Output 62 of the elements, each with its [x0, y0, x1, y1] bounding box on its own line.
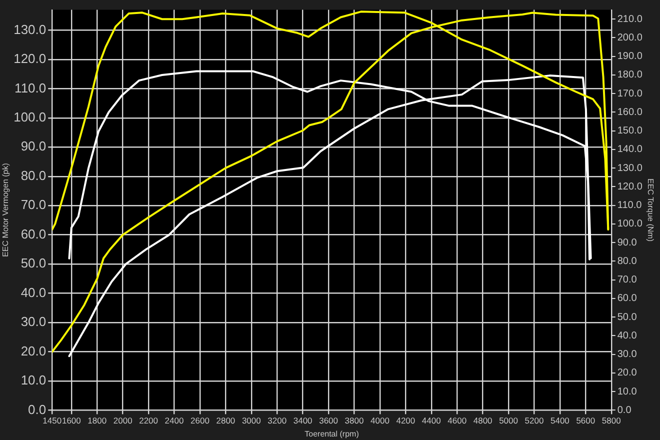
y-tick-label: 90.0 — [20, 138, 46, 154]
x-tick-label: 3200 — [268, 416, 287, 426]
x-tick-label: 5200 — [524, 416, 544, 426]
y-tick-label: 0.0 — [28, 402, 46, 417]
x-tick-label: 1450 — [42, 416, 62, 426]
y-tick-label: 70.0 — [20, 197, 46, 212]
y2-tick-label: 50.0 — [617, 312, 638, 323]
y2-tick-label: 210.0 — [617, 14, 643, 25]
y2-tick-label: 40.0 — [617, 330, 638, 342]
x-tick-label: 3000 — [242, 416, 262, 426]
x-tick-label: 2000 — [113, 416, 133, 426]
y-tick-label: 120.0 — [14, 51, 46, 66]
x-tick-label: 5400 — [550, 416, 570, 426]
y-tick-label: 40.0 — [20, 284, 46, 300]
y-tick-label: 20.0 — [20, 343, 46, 358]
y-axis-title: EEC Motor Vermogen (pk) — [1, 162, 10, 257]
y2-tick-label: 30.0 — [617, 349, 638, 360]
y-tick-label: 30.0 — [20, 314, 46, 330]
y-tick-label: 100.0 — [14, 110, 46, 125]
y2-tick-label: 0.0 — [617, 404, 632, 416]
y2-tick-label: 20.0 — [617, 368, 638, 379]
y2-axis-title: EEC Torque (Nm) — [646, 178, 655, 242]
y2-tick-label: 110.0 — [617, 200, 642, 212]
x-tick-label: 5000 — [499, 416, 518, 426]
y2-tick-label: 60.0 — [617, 293, 638, 304]
y2-tick-label: 200.0 — [617, 32, 643, 44]
y2-tick-label: 190.0 — [617, 51, 643, 62]
x-tick-label: 1600 — [62, 416, 82, 426]
y2-tick-label: 70.0 — [617, 274, 638, 286]
x-tick-label: 4400 — [422, 416, 442, 426]
x-tick-label: 2600 — [190, 416, 210, 426]
y2-tick-label: 140.0 — [617, 144, 643, 156]
x-tick-label: 4600 — [448, 416, 467, 426]
x-tick-label: 1800 — [88, 416, 107, 426]
y2-tick-label: 160.0 — [617, 106, 643, 118]
x-tick-label: 3400 — [293, 416, 313, 426]
y-tick-label: 50.0 — [20, 256, 46, 271]
x-tick-label: 2400 — [164, 416, 184, 426]
x-axis-title: Toerental (rpm) — [304, 429, 360, 438]
y2-tick-label: 80.0 — [617, 256, 638, 267]
y-tick-label: 60.0 — [20, 226, 46, 242]
y2-tick-label: 10.0 — [617, 386, 638, 398]
x-tick-label: 2200 — [139, 416, 158, 426]
y2-tick-label: 120.0 — [617, 181, 643, 192]
y-tick-label: 110.0 — [14, 80, 46, 96]
y2-tick-label: 180.0 — [617, 70, 643, 81]
x-tick-label: 2800 — [216, 416, 236, 426]
x-tick-label: 4000 — [370, 416, 390, 426]
y-tick-label: 80.0 — [20, 168, 46, 183]
y2-tick-label: 130.0 — [617, 162, 643, 174]
y-tick-label: 130.0 — [14, 22, 46, 37]
y2-tick-label: 150.0 — [617, 126, 643, 137]
y-tick-label: 10.0 — [20, 372, 46, 388]
y2-tick-label: 90.0 — [617, 237, 638, 248]
x-tick-label: 3800 — [344, 416, 364, 426]
x-tick-label: 4200 — [396, 416, 416, 426]
x-tick-label: 5600 — [576, 416, 596, 426]
y2-tick-label: 100.0 — [617, 218, 643, 230]
x-tick-label: 5800 — [602, 416, 622, 426]
y2-tick-label: 170.0 — [617, 88, 643, 100]
x-tick-label: 3600 — [319, 416, 338, 426]
x-tick-label: 4800 — [473, 416, 493, 426]
